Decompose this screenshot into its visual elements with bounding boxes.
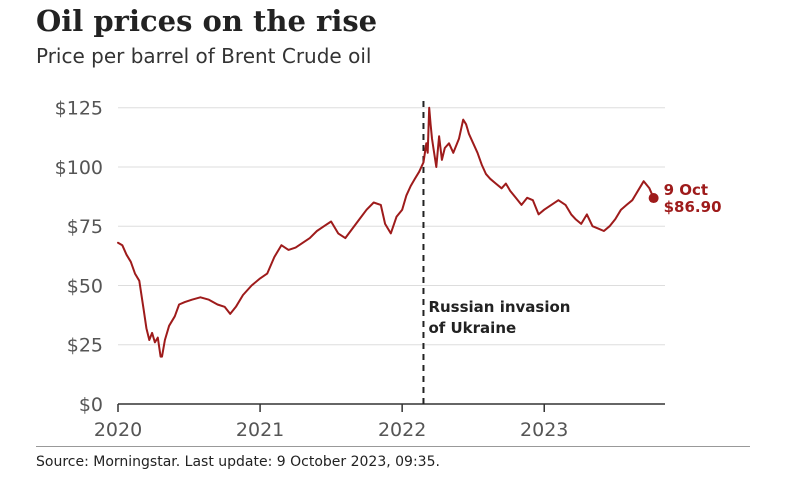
- x-tick-label: 2021: [236, 419, 284, 441]
- chart-subtitle: Price per barrel of Brent Crude oil: [36, 44, 372, 68]
- grid-lines: [118, 107, 665, 405]
- end-label-layer: 9 Oct$86.90: [648, 181, 722, 216]
- annotation-label: of Ukraine: [428, 319, 516, 337]
- series-layer: [117, 106, 655, 358]
- latest-price-label: 9 Oct: [664, 181, 708, 199]
- annotation-layer: Russian invasion of Ukraine: [422, 101, 570, 404]
- y-tick-label: $100: [55, 157, 103, 179]
- chart-title: Oil prices on the rise: [36, 4, 378, 38]
- y-tick-label: $25: [67, 335, 103, 357]
- x-tick-label: 2020: [94, 419, 142, 441]
- source-note: Source: Morningstar. Last update: 9 Octo…: [36, 454, 440, 470]
- y-tick-label: $125: [55, 98, 103, 120]
- brent-price-line: [117, 106, 655, 358]
- latest-price-dot: [648, 193, 659, 204]
- y-axis-ticks: $0 $25 $50 $75 $100 $125: [55, 98, 103, 416]
- latest-price-label: $86.90: [664, 198, 722, 216]
- footer-divider: [36, 446, 750, 447]
- annotation-label: Russian invasion: [428, 298, 570, 316]
- y-tick-label: $50: [67, 275, 103, 297]
- x-tick-label: 2023: [520, 419, 568, 441]
- x-tick-label: 2022: [378, 419, 426, 441]
- y-tick-label: $75: [67, 216, 103, 238]
- y-tick-label: $0: [79, 394, 103, 416]
- x-axis-ticks: 2020 2021 2022 2023: [94, 404, 568, 441]
